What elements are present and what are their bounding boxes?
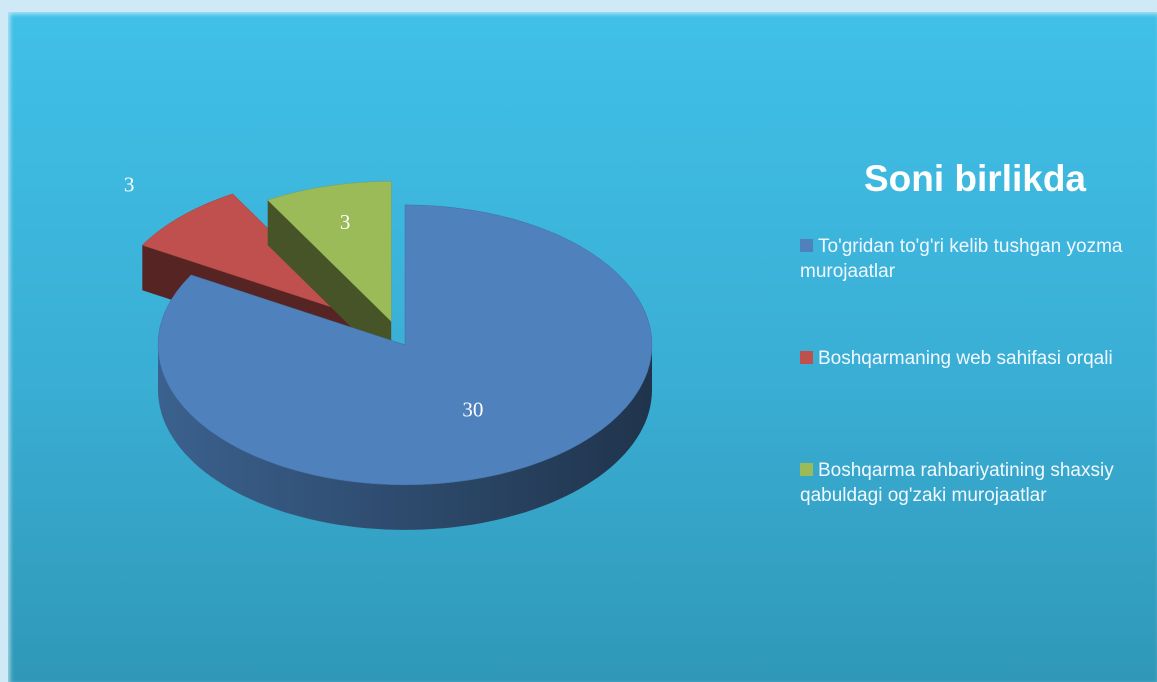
legend-swatch <box>800 351 813 364</box>
slice <box>267 181 392 322</box>
legend-swatch <box>800 463 813 476</box>
slice-edge <box>267 200 392 367</box>
slice-side <box>158 344 652 530</box>
data-label: 3 <box>340 210 351 234</box>
chart-title: Soni birlikda <box>863 158 1087 199</box>
legend-item: Boshqarma rahbariyatining shaxsiy qabuld… <box>800 458 1145 508</box>
legend-label: To'gridan to'g'ri kelib tushgan yozma mu… <box>800 236 1123 282</box>
slice <box>157 204 653 486</box>
legend-swatch <box>800 239 813 252</box>
legend-label: Boshqarmaning web sahifasi orqali <box>818 348 1113 369</box>
data-label: 3 <box>124 172 135 196</box>
legend-label: Boshqarma rahbariyatining shaxsiy qabuld… <box>800 460 1114 506</box>
slice <box>141 193 357 316</box>
legend-item: To'gridan to'g'ri kelib tushgan yozma mu… <box>800 234 1145 284</box>
data-label: 30 <box>462 397 483 421</box>
legend-item: Boshqarmaning web sahifasi orqali <box>800 346 1145 371</box>
